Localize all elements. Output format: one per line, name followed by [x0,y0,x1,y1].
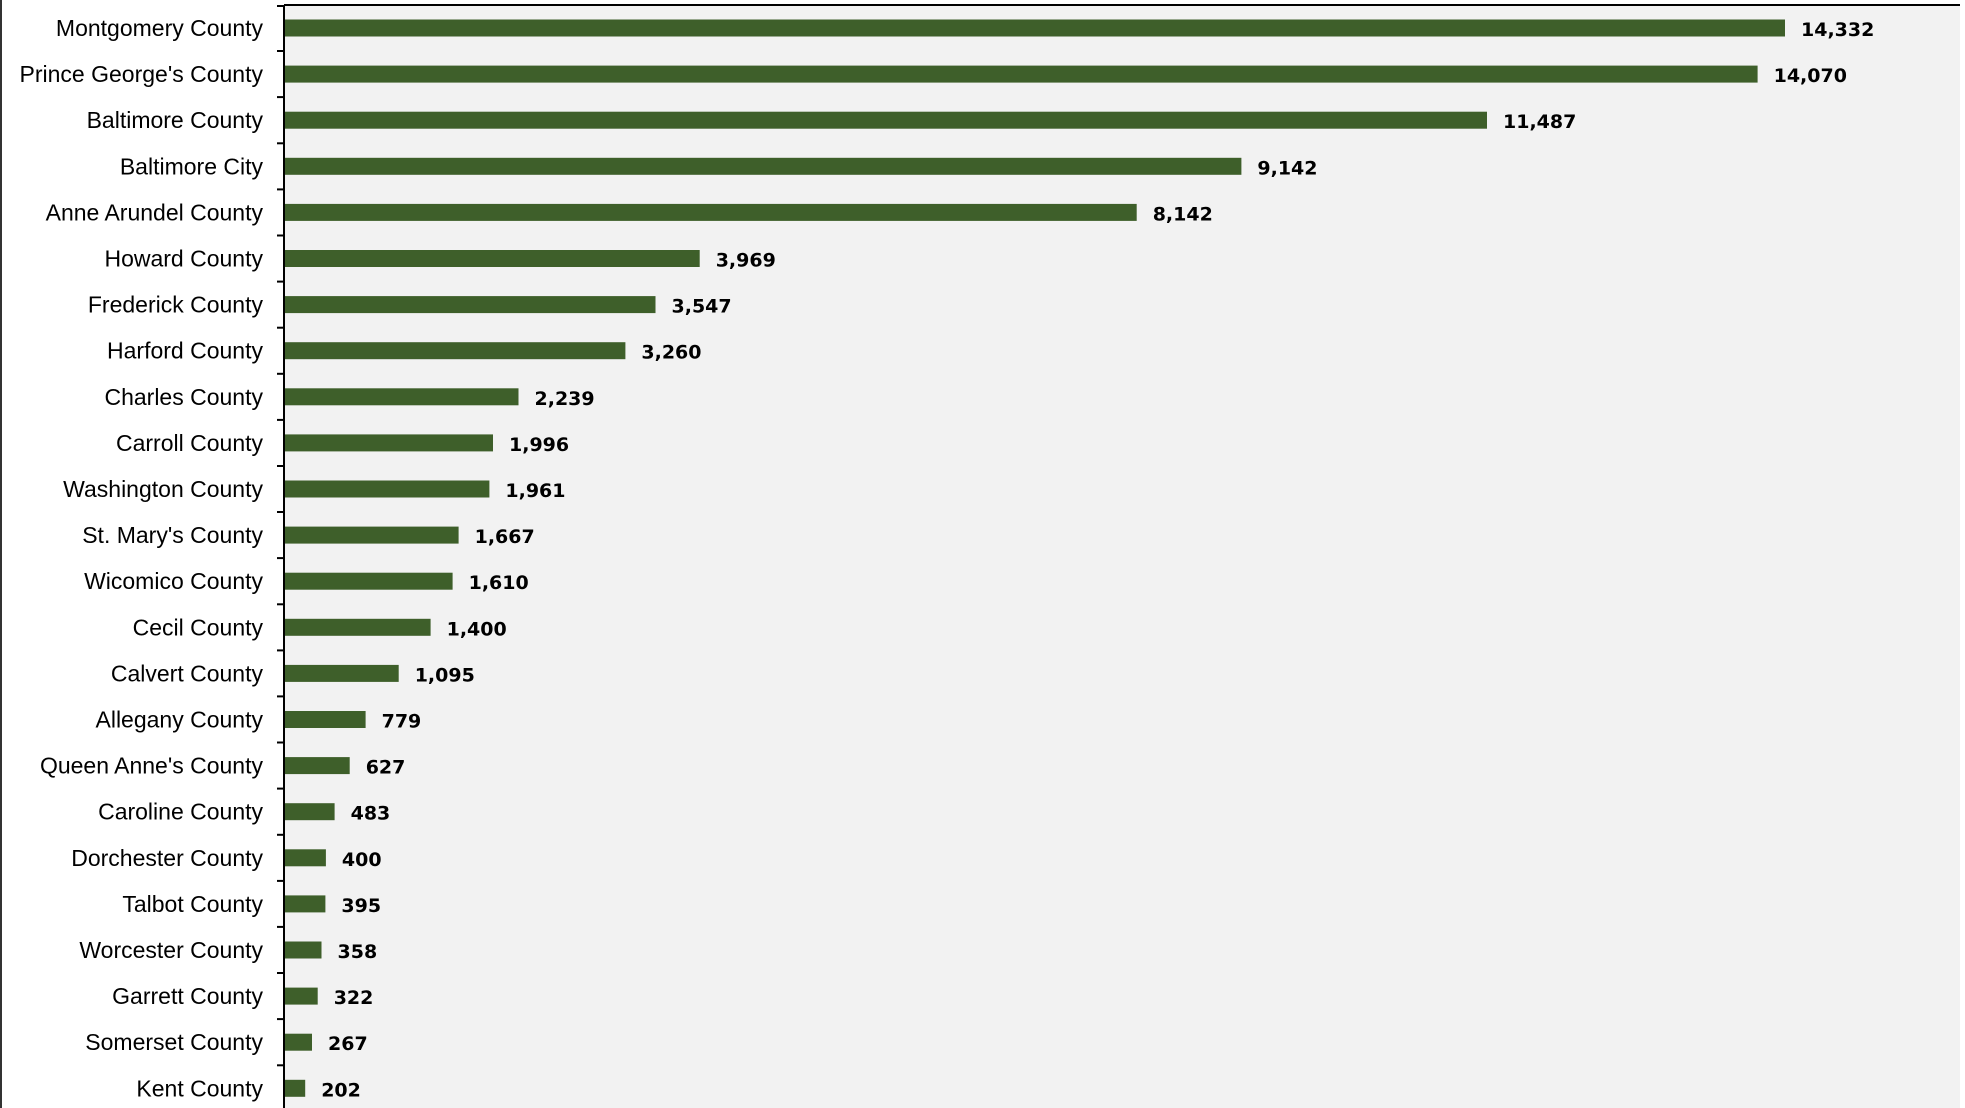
bar [284,342,626,360]
bar [284,157,1242,175]
category-label: Montgomery County [56,15,264,41]
bar [284,434,493,452]
category-label: Calvert County [111,660,264,686]
data-label: 8,142 [1153,203,1213,225]
category-label: Prince George's County [20,61,264,87]
bar [284,803,335,821]
bar [284,19,1785,37]
bar [284,203,1137,221]
bar [284,1033,312,1051]
data-label: 358 [338,941,378,963]
data-label: 1,961 [505,480,565,502]
category-label: Caroline County [98,799,263,825]
bar [284,296,656,314]
data-label: 1,095 [415,664,475,686]
category-label: Somerset County [85,1029,263,1055]
data-label: 627 [366,757,406,779]
category-label: Anne Arundel County [46,199,264,225]
data-label: 2,239 [535,388,595,410]
data-label: 1,400 [447,618,507,640]
data-label: 483 [351,803,391,825]
category-label: Wicomico County [84,568,263,594]
data-label: 3,547 [672,296,732,318]
bar [284,849,326,867]
bar [284,526,459,544]
category-label: Allegany County [96,707,264,733]
category-label: Howard County [104,246,263,272]
data-label: 9,142 [1257,157,1317,179]
data-label: 1,610 [469,572,529,594]
data-label: 1,996 [509,434,569,456]
plot-area [284,5,1960,1108]
data-label: 14,070 [1774,65,1847,87]
bar [284,572,453,590]
data-label: 395 [341,895,381,917]
category-label: Frederick County [88,292,264,318]
data-label: 400 [342,849,382,871]
data-label: 11,487 [1503,111,1576,133]
category-label: Kent County [136,1075,263,1101]
category-label: Queen Anne's County [40,753,264,779]
category-label: Baltimore City [120,153,264,179]
category-label: Talbot County [122,891,263,917]
category-label: Charles County [104,384,263,410]
bar [284,388,519,406]
bars-group [284,19,1785,1097]
bar [284,250,700,267]
bar [284,1079,306,1097]
bar [284,895,326,913]
data-label: 3,969 [716,250,776,272]
category-label: Washington County [63,476,263,502]
data-label: 1,667 [475,526,535,548]
bar [284,618,431,636]
category-label: Carroll County [116,430,263,456]
category-label: Garrett County [112,983,263,1009]
data-label: 202 [321,1079,361,1101]
category-axis-labels: Montgomery County Prince George's County B… [20,15,264,1101]
bar [284,111,1487,129]
category-label: St. Mary's County [82,522,263,548]
bar [284,480,490,498]
data-label: 322 [334,987,374,1009]
category-label: Worcester County [79,937,263,963]
bar [284,711,366,728]
data-label: 779 [382,711,422,733]
category-label: Harford County [107,338,263,364]
data-label: 14,332 [1801,19,1874,41]
bar [284,941,322,959]
data-label: 3,260 [641,342,701,364]
bar [284,65,1758,83]
category-label: Dorchester County [71,845,263,871]
bar [284,757,350,775]
category-label: Baltimore County [87,107,264,133]
bar [284,987,318,1005]
data-label: 267 [328,1033,368,1055]
category-label: Cecil County [133,614,264,640]
data-labels: 14,332 14,070 11,487 9,142 8,142 3,969 3,547 3,… [321,19,1874,1101]
bar [284,664,399,682]
category-axis-ticks [277,5,284,1067]
